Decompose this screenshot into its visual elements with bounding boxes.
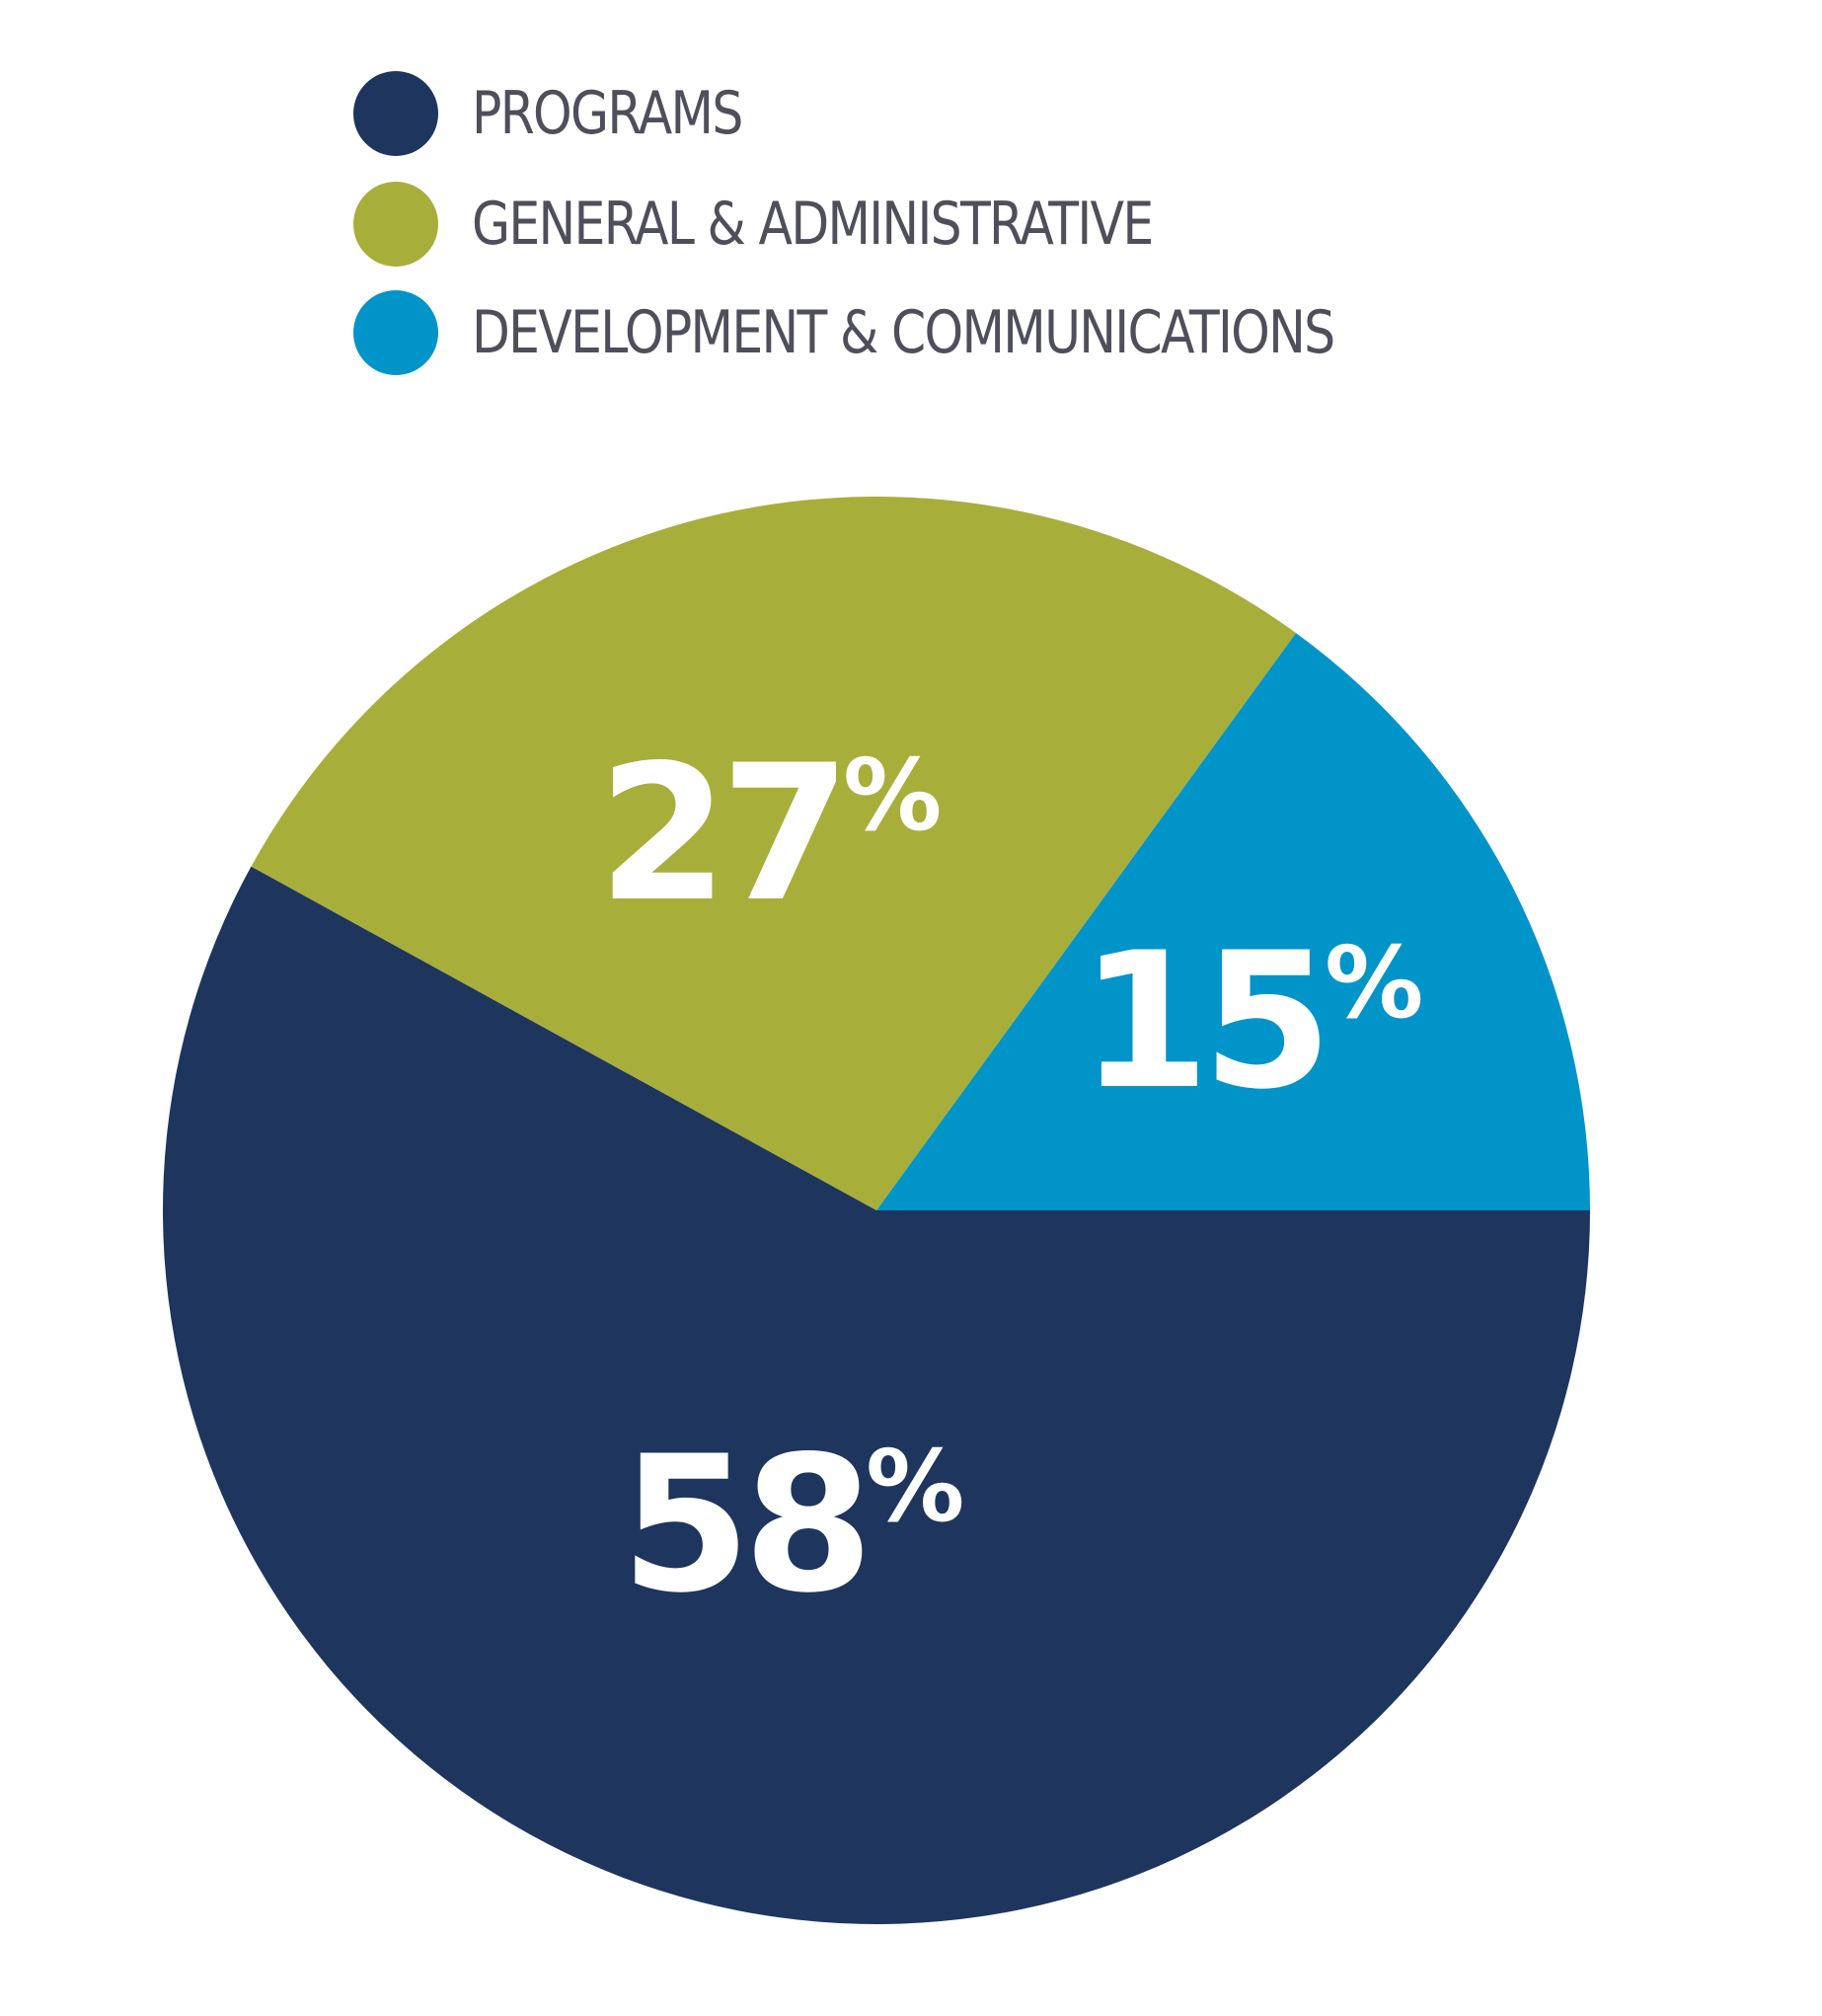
- slice-label-number-development-communications: 15: [1080, 912, 1325, 1130]
- pie-chart: 58%27%15%: [0, 0, 1822, 2016]
- slice-label-percent-programs: %: [866, 1429, 964, 1544]
- slice-label-percent-general-administrative: %: [843, 737, 942, 853]
- slice-label-number-programs: 58: [621, 1416, 866, 1634]
- slice-label-percent-development-communications: %: [1325, 925, 1423, 1041]
- slice-label-number-general-administrative: 27: [598, 725, 843, 943]
